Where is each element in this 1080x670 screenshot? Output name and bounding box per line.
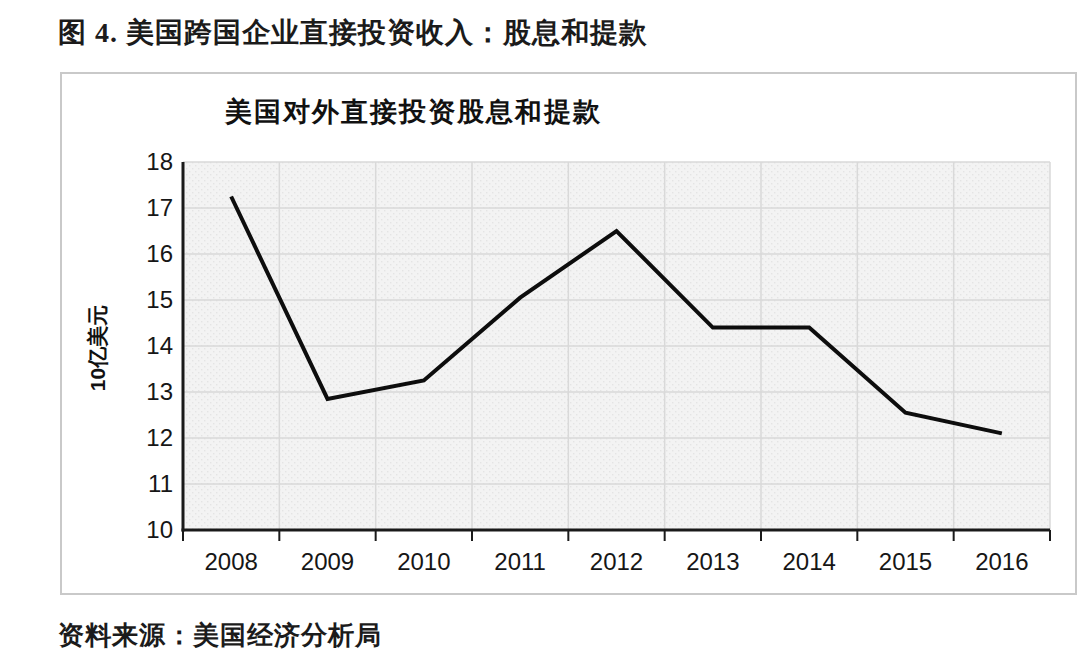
figure-title: 图 4. 美国跨国企业直接投资收入：股息和提款 [58,14,648,52]
y-tick-label: 16 [146,240,173,267]
y-tick-label: 14 [146,332,173,359]
y-tick-label: 15 [146,286,173,313]
x-tick-label: 2015 [879,548,932,575]
y-tick-label: 12 [146,424,173,451]
y-tick-label: 13 [146,378,173,405]
x-tick-label: 2009 [301,548,354,575]
x-tick-marks [183,530,1050,541]
y-tick-labels: 10 11 12 13 14 15 16 17 18 [146,148,173,543]
line-chart: 1011121314151617182008200920102011201220… [62,74,1075,593]
y-tick-label: 11 [148,470,173,497]
y-axis-title: 10亿美元 [86,305,109,391]
source-note: 资料来源：美国经济分析局 [58,618,382,653]
x-tick-labels: 2008 2009 2010 2011 2012 2013 2014 2015 2016 [204,548,1028,575]
y-tick-label: 10 [146,516,173,543]
x-tick-label: 2008 [204,548,257,575]
x-tick-label: 2012 [590,548,643,575]
figure-page: 图 4. 美国跨国企业直接投资收入：股息和提款 美国对外直接投资股息和提款 10… [0,0,1080,670]
x-tick-label: 2013 [686,548,739,575]
x-tick-label: 2016 [975,548,1028,575]
y-tick-label: 18 [146,148,173,175]
y-tick-label: 17 [146,194,173,221]
x-tick-label: 2010 [397,548,450,575]
x-tick-label: 2014 [782,548,835,575]
x-tick-label: 2011 [494,548,546,575]
chart-frame: 美国对外直接投资股息和提款 10111213141516171820082009… [60,72,1077,595]
